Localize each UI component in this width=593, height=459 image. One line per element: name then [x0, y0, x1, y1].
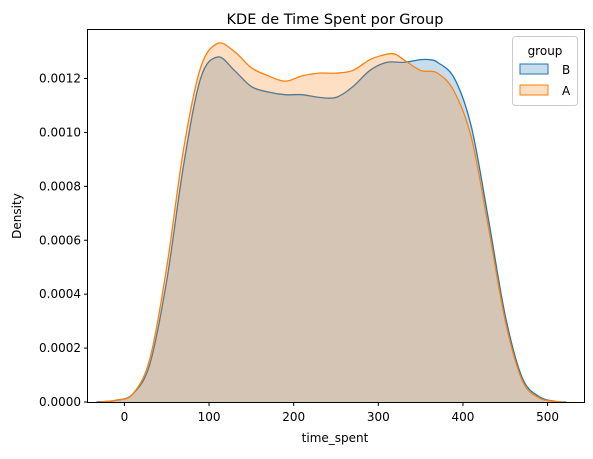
series-b-line: [96, 56, 567, 403]
legend-label-b: B: [562, 63, 570, 77]
series-layer: [96, 42, 567, 403]
chart-title: KDE de Time Spent por Group: [227, 12, 444, 28]
y-tick-label: 0.0002: [39, 341, 81, 355]
y-tick-label: 0.0006: [39, 233, 81, 247]
legend-title: group: [528, 44, 563, 58]
y-tick-label: 0.0000: [39, 395, 81, 409]
y-tick-label: 0.0012: [39, 72, 81, 86]
legend-box: [512, 36, 578, 106]
series-a-line: [98, 42, 565, 403]
x-tick-label: 0: [121, 410, 129, 424]
series-b-area: [96, 56, 567, 403]
y-tick-label: 0.0010: [39, 125, 81, 139]
x-axis: 0 100 200 300 400 500: [121, 402, 559, 424]
legend-swatch-b: [519, 63, 549, 75]
legend-label-a: A: [562, 84, 571, 98]
x-tick-label: 500: [536, 410, 559, 424]
legend-swatch-a: [519, 84, 549, 96]
x-tick-label: 100: [198, 410, 221, 424]
legend: group BA: [512, 36, 578, 106]
series-b: [96, 56, 567, 403]
x-tick-label: 200: [282, 410, 305, 424]
series-a: [98, 42, 565, 403]
y-axis-label: Density: [10, 193, 24, 239]
x-tick-label: 400: [452, 410, 475, 424]
plot-frame: [87, 29, 585, 403]
x-tick-label: 300: [367, 410, 390, 424]
series-a-area: [99, 42, 565, 403]
y-tick-label: 0.0004: [39, 287, 81, 301]
x-axis-label: time_spent: [302, 431, 369, 445]
y-tick-label: 0.0008: [39, 179, 81, 193]
y-axis: 0.0000 0.0002 0.0004 0.0006 0.0008 0.0010 0.00…: [39, 72, 88, 409]
